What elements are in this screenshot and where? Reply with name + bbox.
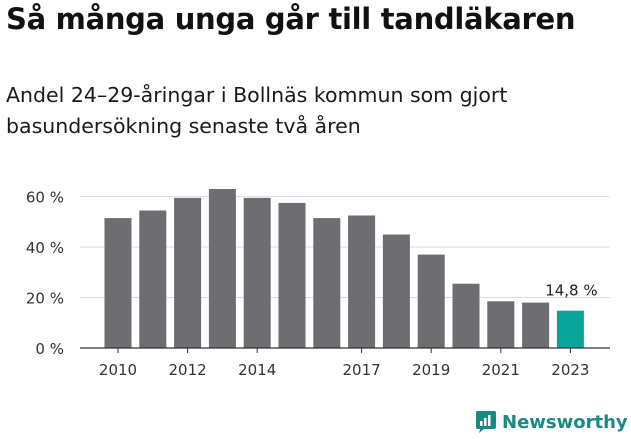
bar-chart: 0 % 20 % 40 % 60 % 2010 2012 2014 2017 2019 2021… bbox=[26, 189, 610, 379]
newsworthy-logo: Newsworthy bbox=[475, 405, 628, 439]
x-tick-label: 2014 bbox=[238, 361, 276, 379]
bar-2016 bbox=[313, 218, 341, 348]
bar-2014 bbox=[243, 197, 271, 348]
data-label-2023: 14,8 % bbox=[545, 282, 597, 300]
chart-title: Så många unga går till tandläkaren bbox=[6, 2, 576, 36]
y-tick-label: 20 % bbox=[26, 290, 64, 308]
bar-2017 bbox=[348, 215, 376, 348]
x-tick-label: 2023 bbox=[551, 361, 589, 379]
gridlines bbox=[80, 196, 610, 299]
bar-2019 bbox=[417, 254, 445, 348]
bar-2010 bbox=[104, 218, 132, 348]
y-axis-ticks: 0 % 20 % 40 % 60 % bbox=[26, 189, 64, 358]
y-tick-label: 0 % bbox=[35, 340, 64, 358]
x-tick-label: 2021 bbox=[482, 361, 520, 379]
x-tick-label: 2010 bbox=[99, 361, 137, 379]
bar-2012 bbox=[174, 197, 202, 348]
x-tick-label: 2012 bbox=[169, 361, 207, 379]
bar-2018 bbox=[382, 234, 410, 348]
x-tick-label: 2017 bbox=[343, 361, 381, 379]
y-tick-label: 60 % bbox=[26, 189, 64, 207]
bars bbox=[104, 189, 584, 348]
newsworthy-logo-icon bbox=[476, 411, 496, 433]
newsworthy-logo-text: Newsworthy bbox=[502, 411, 628, 433]
bar-2022 bbox=[522, 302, 550, 348]
bar-2011 bbox=[139, 210, 167, 348]
bar-2021 bbox=[487, 301, 515, 348]
chart-subtitle: Andel 24–29-åringar i Bollnäs kommun som… bbox=[6, 83, 508, 138]
bar-2013 bbox=[208, 189, 236, 348]
y-tick-label: 40 % bbox=[26, 239, 64, 257]
bar-2015 bbox=[278, 202, 306, 348]
bar-2023 bbox=[556, 310, 584, 348]
x-axis-ticks: 2010 2012 2014 2017 2019 2021 2023 bbox=[99, 348, 589, 379]
x-tick-label: 2019 bbox=[412, 361, 450, 379]
bar-2020 bbox=[452, 283, 480, 348]
data-labels: 14,8 % bbox=[545, 282, 597, 300]
